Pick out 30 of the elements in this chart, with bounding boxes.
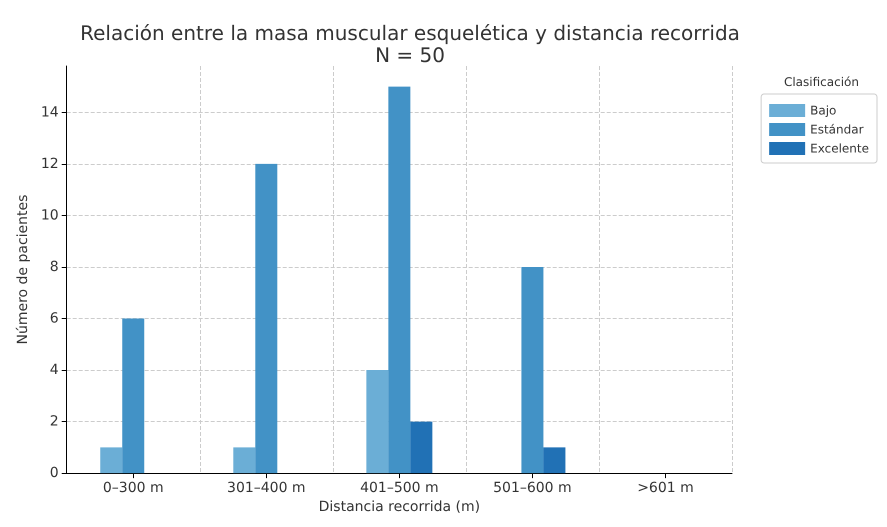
x-tick-label: >601 m (637, 480, 694, 496)
x-tick-label: 301–400 m (227, 480, 306, 496)
x-tick-label: 0–300 m (102, 480, 164, 496)
bar (521, 266, 544, 474)
bar (255, 164, 278, 474)
bar (100, 447, 122, 474)
bar (388, 86, 410, 474)
y-tick-label: 6 (50, 310, 59, 327)
chart-subtitle: N = 50 (375, 43, 445, 67)
x-tick-label: 501–600 m (493, 480, 572, 496)
bar (233, 447, 256, 474)
legend-label: Estándar (810, 122, 864, 136)
y-tick-label: 8 (50, 258, 59, 275)
y-tick-label: 10 (40, 207, 59, 224)
bar (543, 447, 566, 474)
y-tick-label: 2 (50, 414, 59, 430)
chart-title: Relación entre la masa muscular esquelética y distancia recorrida (80, 21, 740, 45)
y-tick-label: 4 (50, 362, 59, 378)
y-tick-label: 12 (40, 156, 59, 172)
x-axis-title: Distancia recorrida (m) (318, 499, 480, 515)
legend-title: Clasificación (784, 75, 860, 89)
y-tick-label: 0 (50, 465, 59, 482)
legend-label: Excelente (810, 142, 870, 156)
y-axis-title: Número de pacientes (15, 194, 31, 345)
bar (122, 318, 144, 474)
bar (366, 370, 388, 474)
legend-label: Bajo (810, 104, 836, 118)
y-tick-label: 14 (40, 104, 59, 120)
x-tick-label: 401–500 m (360, 480, 439, 496)
bar (410, 422, 432, 474)
